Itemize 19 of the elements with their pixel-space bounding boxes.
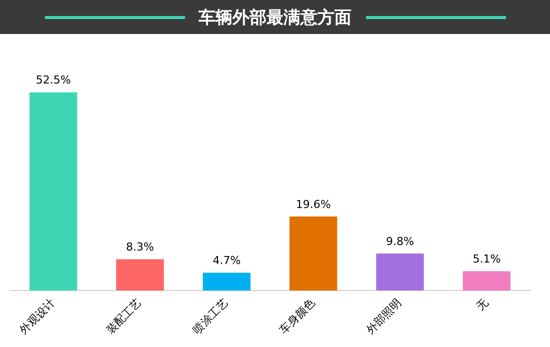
x-tick-label: 外部照明 — [364, 296, 404, 336]
x-tick-label: 车身颜色 — [277, 296, 318, 336]
data-label: 9.8% — [386, 234, 414, 248]
bar — [290, 216, 338, 291]
data-label: 4.7% — [212, 254, 241, 268]
data-label: 52.5% — [36, 74, 71, 87]
x-tick-label: 装配工艺 — [104, 296, 144, 336]
bar — [202, 272, 250, 291]
data-label: 19.6% — [296, 198, 331, 211]
chart-title: 车辆外部最满意方面 — [198, 6, 352, 28]
bar — [30, 92, 78, 291]
bar — [462, 271, 510, 291]
x-tick-label: 外观设计 — [17, 296, 58, 336]
x-tick-label: 无 — [474, 296, 491, 314]
x-tick-label: 喷涂工艺 — [190, 296, 231, 336]
data-label: 5.1% — [472, 252, 501, 266]
bar — [376, 254, 424, 291]
bar — [116, 259, 164, 291]
data-label: 8.3% — [126, 240, 154, 254]
